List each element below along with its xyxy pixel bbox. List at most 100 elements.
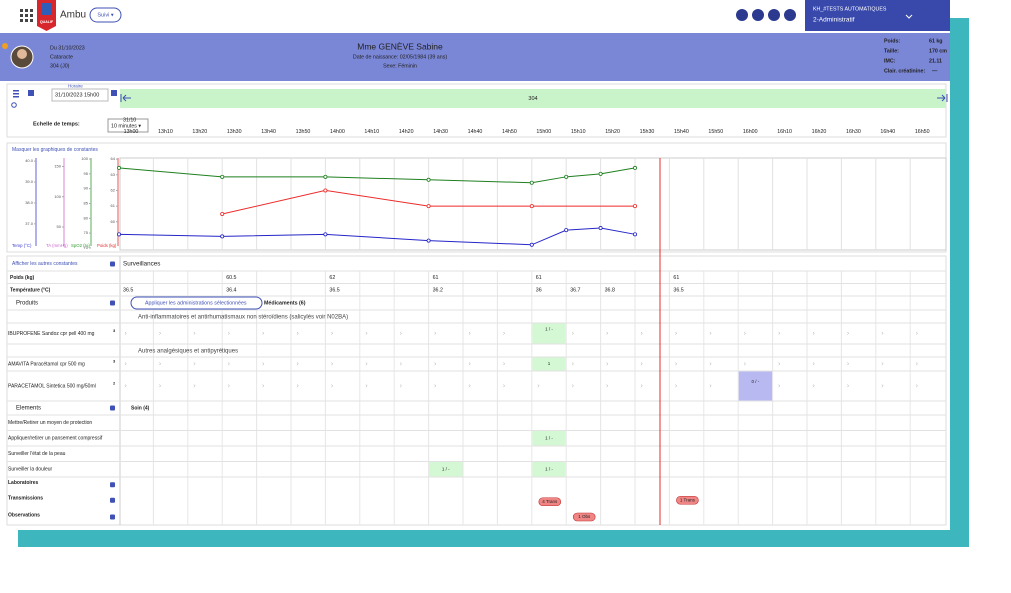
cell-chevron [916, 384, 918, 388]
data-point [529, 204, 534, 209]
cell-chevron [262, 384, 265, 388]
data-point [426, 238, 431, 243]
cell-chevron [400, 331, 402, 335]
cell-chevron [193, 384, 196, 388]
cell-value: 61 [536, 275, 542, 281]
cell-chevron [640, 362, 643, 366]
group-title: Anti-inflammatoires et antirhumatismaux … [138, 315, 348, 321]
product-name: PARACETAMOL Sintetica 500 mg/50ml [8, 383, 96, 389]
care-label: Surveiller l'état de la peau [8, 451, 66, 457]
apps-icon[interactable] [20, 9, 33, 22]
data-point [564, 174, 569, 179]
cell-chevron [124, 362, 127, 366]
care-label: Mettre/Retirer un moyen de protection [8, 420, 92, 426]
app-name: Ambu [60, 10, 86, 21]
edit-icon[interactable] [110, 514, 115, 520]
surveillance-title: Surveillances [123, 261, 160, 268]
data-point [117, 232, 122, 237]
note-pill[interactable] [676, 495, 699, 505]
cell-highlight [738, 371, 773, 401]
cell-value: 36.8 [605, 287, 615, 293]
calendar-icon[interactable] [111, 90, 117, 96]
scale-value: 10 minutes ▾ [111, 123, 141, 129]
time-label: 14h30 [433, 129, 448, 135]
print-icon[interactable] [28, 90, 34, 96]
product-badge: 3 [113, 359, 116, 364]
cell-chevron [572, 362, 574, 366]
y-tick-label: 61 [111, 203, 116, 208]
user-caret [905, 14, 913, 19]
list-icon[interactable] [13, 90, 19, 98]
cell-chevron [331, 331, 334, 335]
logo-badge: QUALIF [40, 20, 54, 24]
care-cell: 1 / - [545, 466, 553, 471]
data-point [220, 211, 225, 216]
cell-chevron [881, 331, 884, 335]
y-tick-label: 40.0 [25, 158, 34, 163]
time-label: 15h40 [674, 129, 689, 135]
cell-chevron [778, 384, 781, 388]
data-point [633, 204, 638, 209]
note-pill[interactable] [572, 512, 596, 522]
scroll-left[interactable] [120, 94, 131, 102]
cell-chevron [881, 384, 884, 388]
cell-chevron [503, 362, 506, 366]
cell-value: 36.5 [123, 287, 133, 293]
time-label: 16h50 [915, 129, 930, 135]
scale-select[interactable] [107, 118, 149, 133]
data-point [633, 232, 638, 237]
edit-icon[interactable] [110, 300, 115, 306]
stay-room: 304 (J0) [50, 63, 70, 69]
cell-chevron [847, 331, 850, 335]
note-pill-label: 1 Trans [680, 497, 696, 502]
note-pill[interactable] [538, 497, 562, 507]
schedule-label: Horaire [68, 84, 83, 89]
cell-chevron [365, 384, 368, 388]
edit-icon[interactable] [110, 482, 115, 488]
constants-toggle: Afficher les autres constantes [12, 261, 78, 267]
metric-label: Poids: [884, 38, 900, 44]
edit-icon[interactable] [110, 405, 115, 411]
cell-chevron [744, 331, 746, 335]
apply-button[interactable] [130, 296, 263, 310]
cell-chevron [675, 331, 678, 335]
cell-chevron [296, 384, 299, 388]
cell-chevron [572, 384, 574, 388]
y-axis-label: SpO2 (%) [71, 243, 90, 248]
metric-label: Taille: [884, 48, 899, 54]
cell-chevron [468, 384, 471, 388]
metric-value: 61 kg [929, 38, 943, 44]
search-icon[interactable] [11, 102, 17, 108]
time-label: 14h00 [330, 129, 345, 135]
time-label: 15h10 [571, 129, 586, 135]
data-point [323, 232, 328, 237]
edit-icon[interactable] [110, 261, 115, 267]
metric-value: 21.11 [929, 58, 942, 64]
cell-value: 36.5 [329, 287, 339, 293]
data-point [117, 165, 122, 170]
y-tick-label: 70 [84, 245, 89, 250]
data-point [529, 180, 534, 185]
edit-icon[interactable] [110, 497, 115, 503]
mode-pill[interactable] [89, 7, 122, 23]
care-label: Appliquer/retirer un pansement compressi… [8, 436, 103, 442]
cell-chevron [812, 384, 815, 388]
user-box[interactable] [805, 0, 950, 31]
time-label: 16h40 [880, 129, 895, 135]
cell-chevron [365, 331, 368, 335]
time-label: 13h50 [296, 129, 311, 135]
scroll-right[interactable] [937, 94, 948, 102]
chart-toggle: Masquer les graphiques de constantes [12, 147, 98, 153]
cell-chevron [159, 331, 162, 335]
cell-chevron [881, 362, 884, 366]
cell-value: 36.2 [433, 287, 443, 293]
cell-chevron [193, 331, 196, 335]
toolbar-icons[interactable] [736, 9, 796, 21]
y-tick-label: 100 [54, 194, 61, 199]
bed-label: 304 [528, 96, 537, 102]
cell-value: 60.5 [226, 275, 236, 281]
schedule-input[interactable] [51, 88, 109, 102]
y-axis-label: Temp (°C) [12, 243, 32, 248]
logo-mark [41, 3, 52, 15]
y-axis-label: TA (mmHg) [46, 243, 68, 248]
